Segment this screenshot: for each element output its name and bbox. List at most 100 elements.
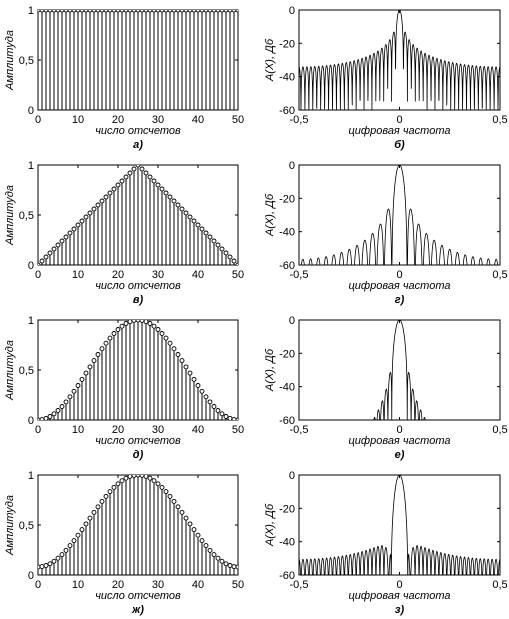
panel-a: 0 10 20 30 40 50 0 0,5 1 Амплитуда число отсчетов а… (4, 5, 244, 151)
stem-marker (143, 170, 149, 176)
stem-marker (231, 564, 237, 570)
stem-marker (163, 489, 169, 495)
stem-marker (123, 475, 129, 481)
stem-marker (55, 10, 61, 13)
stem-marker (95, 352, 101, 357)
stem-marker (135, 10, 141, 13)
stem-marker (227, 415, 233, 420)
y-tick-label: -40 (279, 72, 295, 84)
stem-marker (75, 532, 81, 538)
y-tick-label: 0 (28, 105, 34, 117)
y-tick-label: 0 (289, 315, 295, 327)
x-tick-label: 0,5 (492, 424, 507, 436)
stem-marker (219, 411, 225, 417)
panel-v: 0 10 20 30 40 50 0 0,5 1 Амплитуда число отсчетов в… (4, 160, 244, 306)
stem-marker (207, 10, 213, 13)
data-marks (38, 475, 238, 575)
stem-marker (223, 414, 229, 419)
stem-marker (43, 415, 49, 420)
x-tick-label: 30 (152, 269, 164, 281)
data-marks (38, 320, 238, 420)
stem-marker (163, 10, 169, 13)
stem-marker (71, 226, 77, 232)
y-tick-label: 0,5 (19, 365, 34, 377)
stem-marker (107, 190, 113, 196)
stem-marker (103, 194, 109, 200)
stem-marker (59, 238, 65, 244)
x-axis-label: число отсчетов (95, 590, 181, 602)
stem-marker (155, 327, 161, 332)
stem-marker (63, 234, 69, 240)
stem-marker (83, 214, 89, 220)
stem-marker (95, 202, 101, 208)
x-tick-label: 0 (35, 424, 41, 436)
x-axis-label: число отсчетов (95, 435, 181, 447)
stem-marker (63, 399, 69, 405)
stem-marker (211, 404, 217, 409)
stem-marker (91, 358, 97, 364)
stem-marker (159, 10, 165, 13)
stem-marker (163, 335, 169, 341)
stem-marker (207, 547, 213, 553)
stem-marker (103, 340, 109, 346)
stem-marker (219, 558, 225, 564)
stem-marker (219, 246, 225, 252)
x-tick-label: 50 (232, 114, 244, 126)
stem-marker (175, 202, 181, 208)
stem-marker (235, 417, 238, 420)
y-tick-label: 0,5 (19, 55, 34, 67)
panel-caption: г) (395, 294, 405, 306)
y-tick-label: 1 (28, 160, 34, 172)
stem-marker (131, 475, 137, 478)
stem-marker (67, 10, 73, 13)
stem-marker (223, 250, 229, 256)
stem-marker (155, 182, 161, 188)
y-axis-label: А(Х), Дб (264, 348, 276, 392)
stem-marker (59, 404, 65, 409)
stem-marker (231, 258, 237, 264)
data-marks (299, 10, 500, 110)
stem-marker (143, 475, 149, 479)
stem-marker (155, 481, 161, 487)
stem-marker (159, 484, 165, 490)
y-tick-label: 0 (289, 470, 295, 482)
stem-marker (67, 394, 73, 400)
stem-marker (55, 408, 61, 413)
panel-caption: в) (133, 294, 144, 306)
y-tick-label: -40 (279, 382, 295, 394)
stem-marker (111, 484, 117, 490)
x-tick-label: 30 (152, 424, 164, 436)
stem-marker (51, 411, 57, 417)
stem-marker (227, 563, 233, 568)
stem-marker (111, 10, 117, 13)
stem-marker (139, 475, 145, 478)
stem-marker (47, 250, 53, 256)
x-axis-label: цифровая частота (348, 435, 450, 447)
y-axis-label: Амплитуда (4, 185, 16, 246)
stem-marker (195, 222, 201, 228)
stem-marker (199, 388, 205, 394)
stem-marker (171, 346, 177, 352)
stem-marker (219, 10, 225, 13)
y-tick-label: -60 (279, 415, 295, 427)
y-tick-label: 0 (28, 415, 34, 427)
stem-marker (75, 383, 81, 388)
stem-marker (71, 10, 77, 13)
stem-marker (107, 10, 113, 13)
stem-marker (99, 346, 105, 352)
stem-marker (38, 262, 41, 265)
x-tick-label: 40 (192, 269, 204, 281)
stem-marker (91, 10, 97, 13)
plot-frame (298, 9, 501, 111)
stem-marker (115, 327, 121, 332)
stem-marker (195, 532, 201, 538)
stem-marker (179, 509, 185, 515)
stem-marker (87, 515, 93, 521)
stem-marker (111, 186, 117, 192)
y-axis-label: Амплитуда (4, 30, 16, 91)
stem-marker (139, 10, 145, 13)
x-tick-label: -0,5 (290, 269, 309, 281)
stem-marker (215, 10, 221, 13)
stem-marker (171, 10, 177, 13)
stem-marker (199, 226, 205, 232)
